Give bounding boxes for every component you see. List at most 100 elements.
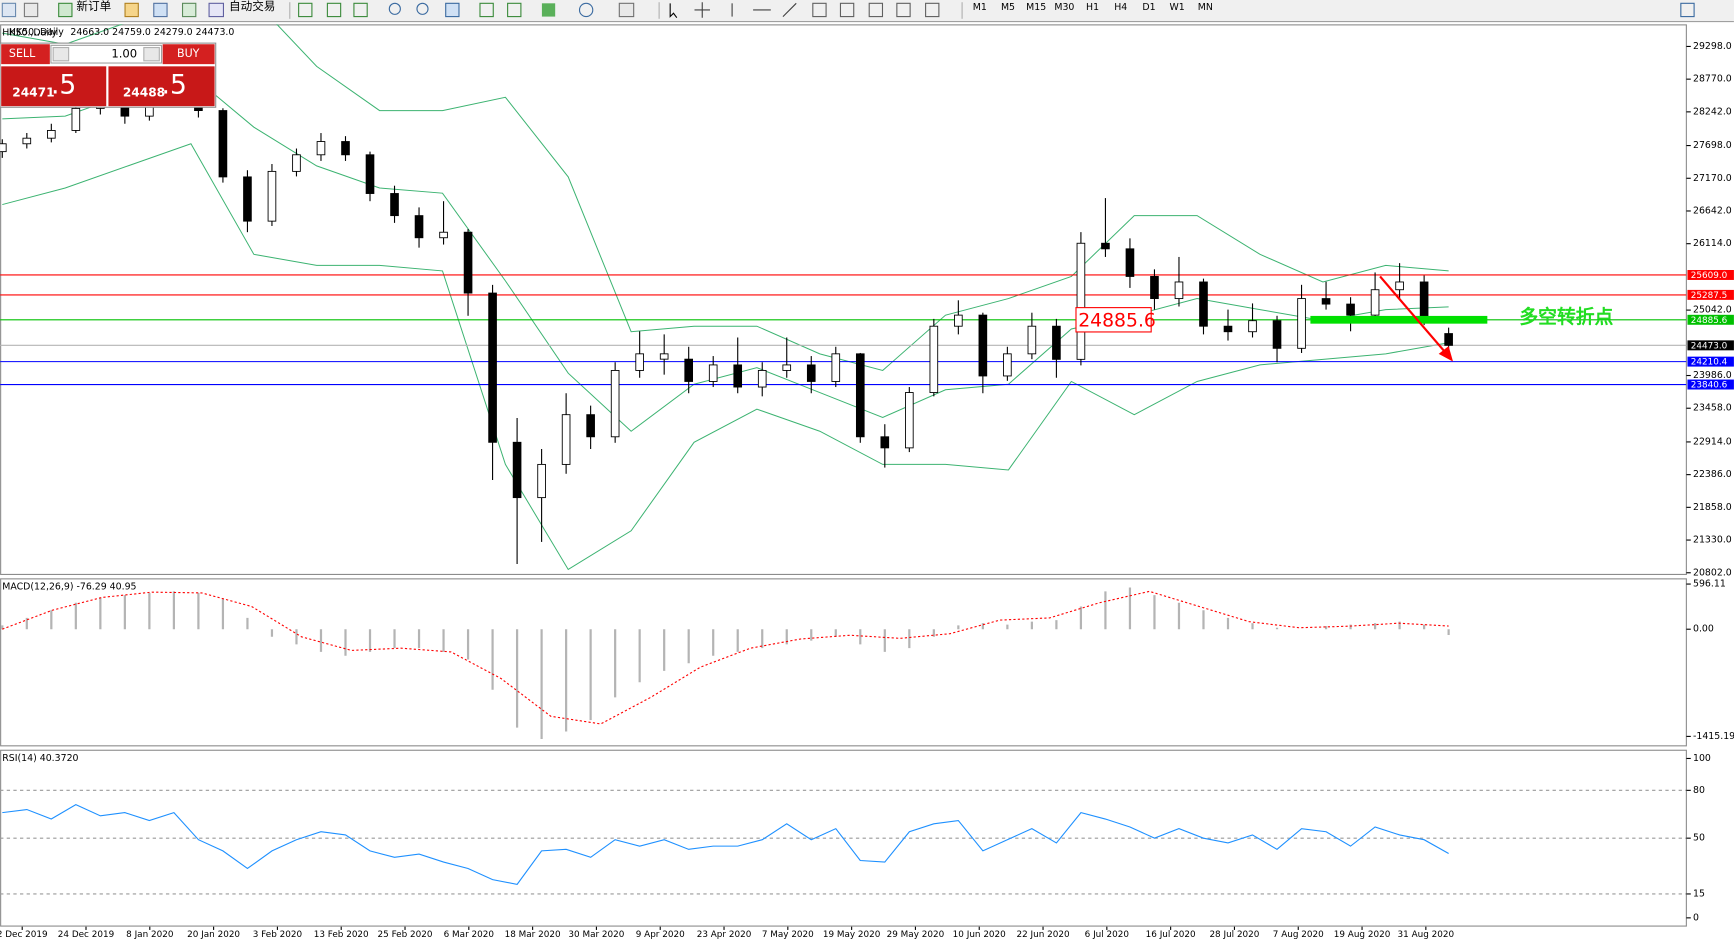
sell-button[interactable] <box>1 44 50 65</box>
icon[interactable] <box>445 2 460 18</box>
lot-value[interactable]: 1.00 <box>111 47 137 61</box>
timeframe-bar: M1 M5 M15 M30 H1 H4 D1 W1 MN <box>973 2 1213 13</box>
x-tick-label: 25 Feb 2020 <box>378 930 433 940</box>
buy-pips[interactable]: .5 <box>162 70 187 101</box>
sell-price-box[interactable] <box>1 66 107 107</box>
toolbar-button[interactable]: 自动交易 <box>229 0 275 13</box>
icon[interactable] <box>868 2 884 18</box>
candle-body <box>341 141 350 156</box>
y-tick-label: 50 <box>1693 833 1705 844</box>
icon[interactable] <box>416 2 429 15</box>
icon[interactable] <box>694 2 710 18</box>
candle-body <box>1272 320 1282 349</box>
icon[interactable] <box>669 3 678 19</box>
icon[interactable] <box>507 2 522 18</box>
icon[interactable] <box>1680 2 1695 18</box>
price-tag-label: 23840.6 <box>1691 381 1728 391</box>
sell-price[interactable]: 24471 <box>12 85 54 99</box>
y-tick-label: 20802.0 <box>1693 567 1732 578</box>
panel-title: RSI(14) 40.3720 <box>2 753 78 764</box>
icon[interactable] <box>208 2 225 18</box>
y-tick-label: 27170.0 <box>1693 173 1732 184</box>
candle-body <box>586 414 595 438</box>
icon[interactable] <box>812 2 827 18</box>
icon[interactable] <box>326 2 342 18</box>
icon[interactable] <box>578 2 594 18</box>
icon[interactable] <box>782 2 797 17</box>
candle-body <box>1052 325 1061 360</box>
lot-up[interactable] <box>143 46 160 62</box>
buy-button[interactable] <box>162 44 215 65</box>
icon[interactable] <box>618 2 635 18</box>
timeframe-button[interactable]: M15 <box>1026 2 1046 13</box>
timeframe-button[interactable]: H4 <box>1114 2 1127 13</box>
icon[interactable] <box>925 2 940 18</box>
y-tick-label: 21858.0 <box>1693 502 1732 513</box>
buy-price[interactable]: 24488 <box>123 85 165 99</box>
y-tick-label: 596.11 <box>1693 579 1726 590</box>
icon[interactable] <box>541 3 556 17</box>
candle-body <box>561 414 571 465</box>
price-tag-label: 25287.5 <box>1691 291 1728 301</box>
candle-body <box>1248 320 1257 333</box>
icon[interactable] <box>839 2 855 18</box>
timeframe-button[interactable]: H1 <box>1086 2 1099 13</box>
buy-price-box[interactable] <box>108 66 215 107</box>
candle-body <box>855 353 865 438</box>
candle-body <box>1125 248 1135 277</box>
icon[interactable] <box>896 2 911 18</box>
icon[interactable] <box>298 2 313 18</box>
timeframe-button[interactable]: MN <box>1198 2 1213 13</box>
x-tick-label: 6 Jul 2020 <box>1085 930 1130 940</box>
price-tag <box>1687 314 1734 325</box>
rsi-line <box>2 804 1449 885</box>
toolbar-button[interactable]: 新订单 <box>76 0 111 13</box>
y-tick-label: 25042.0 <box>1693 305 1732 316</box>
icon[interactable] <box>479 2 494 18</box>
candle-body <box>439 231 448 239</box>
icon[interactable] <box>388 2 401 15</box>
y-tick-label: 28242.0 <box>1693 106 1732 117</box>
candle-body <box>463 231 473 294</box>
sell-pips[interactable]: .5 <box>51 70 76 101</box>
timeframe-button[interactable]: M5 <box>1001 2 1015 13</box>
icon[interactable] <box>181 2 197 18</box>
bollinger-upper <box>2 24 1449 371</box>
candle-body <box>1346 303 1355 316</box>
lot-down[interactable] <box>52 46 70 62</box>
icon[interactable] <box>153 2 168 18</box>
icon[interactable] <box>1 2 17 18</box>
panel-title: MACD(12,26,9) -76.29 40.95 <box>2 582 136 593</box>
candle-body <box>537 463 546 499</box>
candle-body <box>1174 281 1184 300</box>
candle-body <box>978 314 988 377</box>
sell-label[interactable]: SELL <box>9 47 36 60</box>
buy-label[interactable]: BUY <box>177 47 200 60</box>
timeframe-button[interactable]: M30 <box>1054 2 1074 13</box>
symbol-title: HK50.,Daily <box>9 27 64 38</box>
icon[interactable] <box>58 2 73 18</box>
icon[interactable] <box>124 2 139 18</box>
toolbar-bg <box>0 0 1734 22</box>
candle-body <box>512 441 522 499</box>
candle-body <box>414 215 424 239</box>
price-tag-label: 24473.0 <box>1691 341 1728 351</box>
icon[interactable] <box>23 2 39 18</box>
candle-body <box>1419 281 1429 322</box>
price-tag <box>1687 356 1734 367</box>
candle-body <box>243 176 252 222</box>
candle-body <box>929 325 939 393</box>
y-tick-label: 22386.0 <box>1693 469 1732 480</box>
timeframe-button[interactable]: D1 <box>1142 2 1155 13</box>
x-tick-label: 20 Jan 2020 <box>187 930 240 940</box>
pivot-bar <box>1310 315 1488 324</box>
icon[interactable] <box>353 2 368 18</box>
price-tag <box>1687 269 1734 280</box>
candle-body <box>1101 242 1110 250</box>
timeframe-button[interactable]: M1 <box>973 2 987 13</box>
timeframe-button[interactable]: W1 <box>1170 2 1185 13</box>
lot-input[interactable] <box>50 44 163 64</box>
panel-plot <box>1 587 1450 740</box>
